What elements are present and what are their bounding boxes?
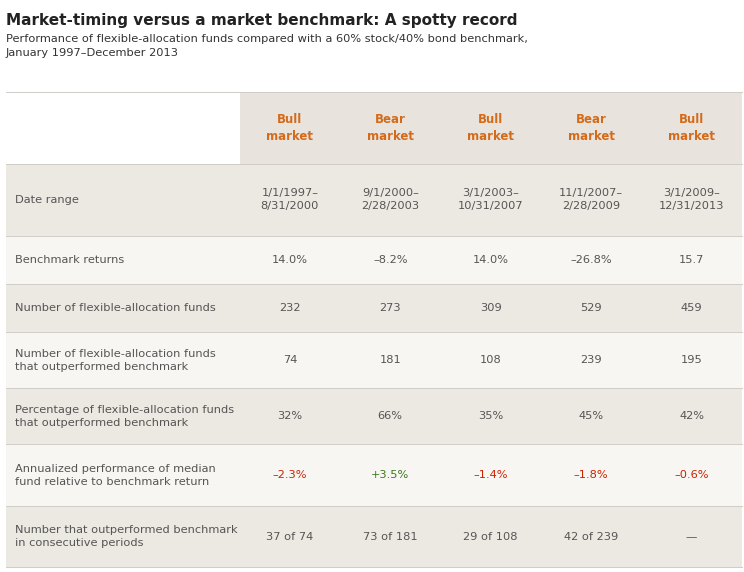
Text: —: — xyxy=(686,532,697,542)
Text: Date range: Date range xyxy=(15,195,79,205)
Text: Annualized performance of median
fund relative to benchmark return: Annualized performance of median fund re… xyxy=(15,463,216,487)
Text: Bear
market: Bear market xyxy=(367,113,414,142)
Text: 1/1/1997–
8/31/2000: 1/1/1997– 8/31/2000 xyxy=(260,188,319,212)
Text: 42 of 239: 42 of 239 xyxy=(564,532,618,542)
Text: –2.3%: –2.3% xyxy=(272,470,307,480)
Text: Number of flexible-allocation funds: Number of flexible-allocation funds xyxy=(15,303,216,313)
Text: 66%: 66% xyxy=(378,411,403,422)
Text: 3/1/2009–
12/31/2013: 3/1/2009– 12/31/2013 xyxy=(658,188,725,212)
Text: 3/1/2003–
10/31/2007: 3/1/2003– 10/31/2007 xyxy=(458,188,524,212)
Text: 108: 108 xyxy=(480,355,501,365)
Text: –26.8%: –26.8% xyxy=(571,255,612,265)
Text: 195: 195 xyxy=(681,355,702,365)
Text: 15.7: 15.7 xyxy=(679,255,705,265)
Text: 459: 459 xyxy=(681,303,702,313)
Text: –1.8%: –1.8% xyxy=(574,470,609,480)
Text: Bull
market: Bull market xyxy=(668,113,715,142)
Text: 35%: 35% xyxy=(478,411,503,422)
Text: 32%: 32% xyxy=(278,411,302,422)
Text: Bear
market: Bear market xyxy=(568,113,615,142)
Text: 14.0%: 14.0% xyxy=(472,255,509,265)
Text: 11/1/2007–
2/28/2009: 11/1/2007– 2/28/2009 xyxy=(559,188,623,212)
Text: 42%: 42% xyxy=(679,411,704,422)
Text: –1.4%: –1.4% xyxy=(473,470,508,480)
Text: 45%: 45% xyxy=(579,411,603,422)
Text: 73 of 181: 73 of 181 xyxy=(363,532,417,542)
Text: 37 of 74: 37 of 74 xyxy=(266,532,313,542)
Text: +3.5%: +3.5% xyxy=(371,470,409,480)
Text: 239: 239 xyxy=(580,355,602,365)
Text: Bull
market: Bull market xyxy=(266,113,313,142)
Text: Market-timing versus a market benchmark: A spotty record: Market-timing versus a market benchmark:… xyxy=(6,13,518,27)
Text: 74: 74 xyxy=(283,355,297,365)
Text: Number that outperformed benchmark
in consecutive periods: Number that outperformed benchmark in co… xyxy=(15,525,237,549)
Text: 181: 181 xyxy=(379,355,401,365)
Text: Performance of flexible-allocation funds compared with a 60% stock/40% bond benc: Performance of flexible-allocation funds… xyxy=(6,34,527,58)
Text: Bull
market: Bull market xyxy=(467,113,514,142)
Text: 14.0%: 14.0% xyxy=(272,255,308,265)
Text: 273: 273 xyxy=(379,303,401,313)
Text: 29 of 108: 29 of 108 xyxy=(464,532,518,542)
Text: –0.6%: –0.6% xyxy=(674,470,709,480)
Text: 529: 529 xyxy=(580,303,602,313)
Text: 9/1/2000–
2/28/2003: 9/1/2000– 2/28/2003 xyxy=(361,188,420,212)
Text: 232: 232 xyxy=(279,303,301,313)
Text: 309: 309 xyxy=(480,303,501,313)
Text: Benchmark returns: Benchmark returns xyxy=(15,255,124,265)
Text: Number of flexible-allocation funds
that outperformed benchmark: Number of flexible-allocation funds that… xyxy=(15,348,216,372)
Text: Percentage of flexible-allocation funds
that outperformed benchmark: Percentage of flexible-allocation funds … xyxy=(15,405,234,428)
Text: –8.2%: –8.2% xyxy=(373,255,408,265)
